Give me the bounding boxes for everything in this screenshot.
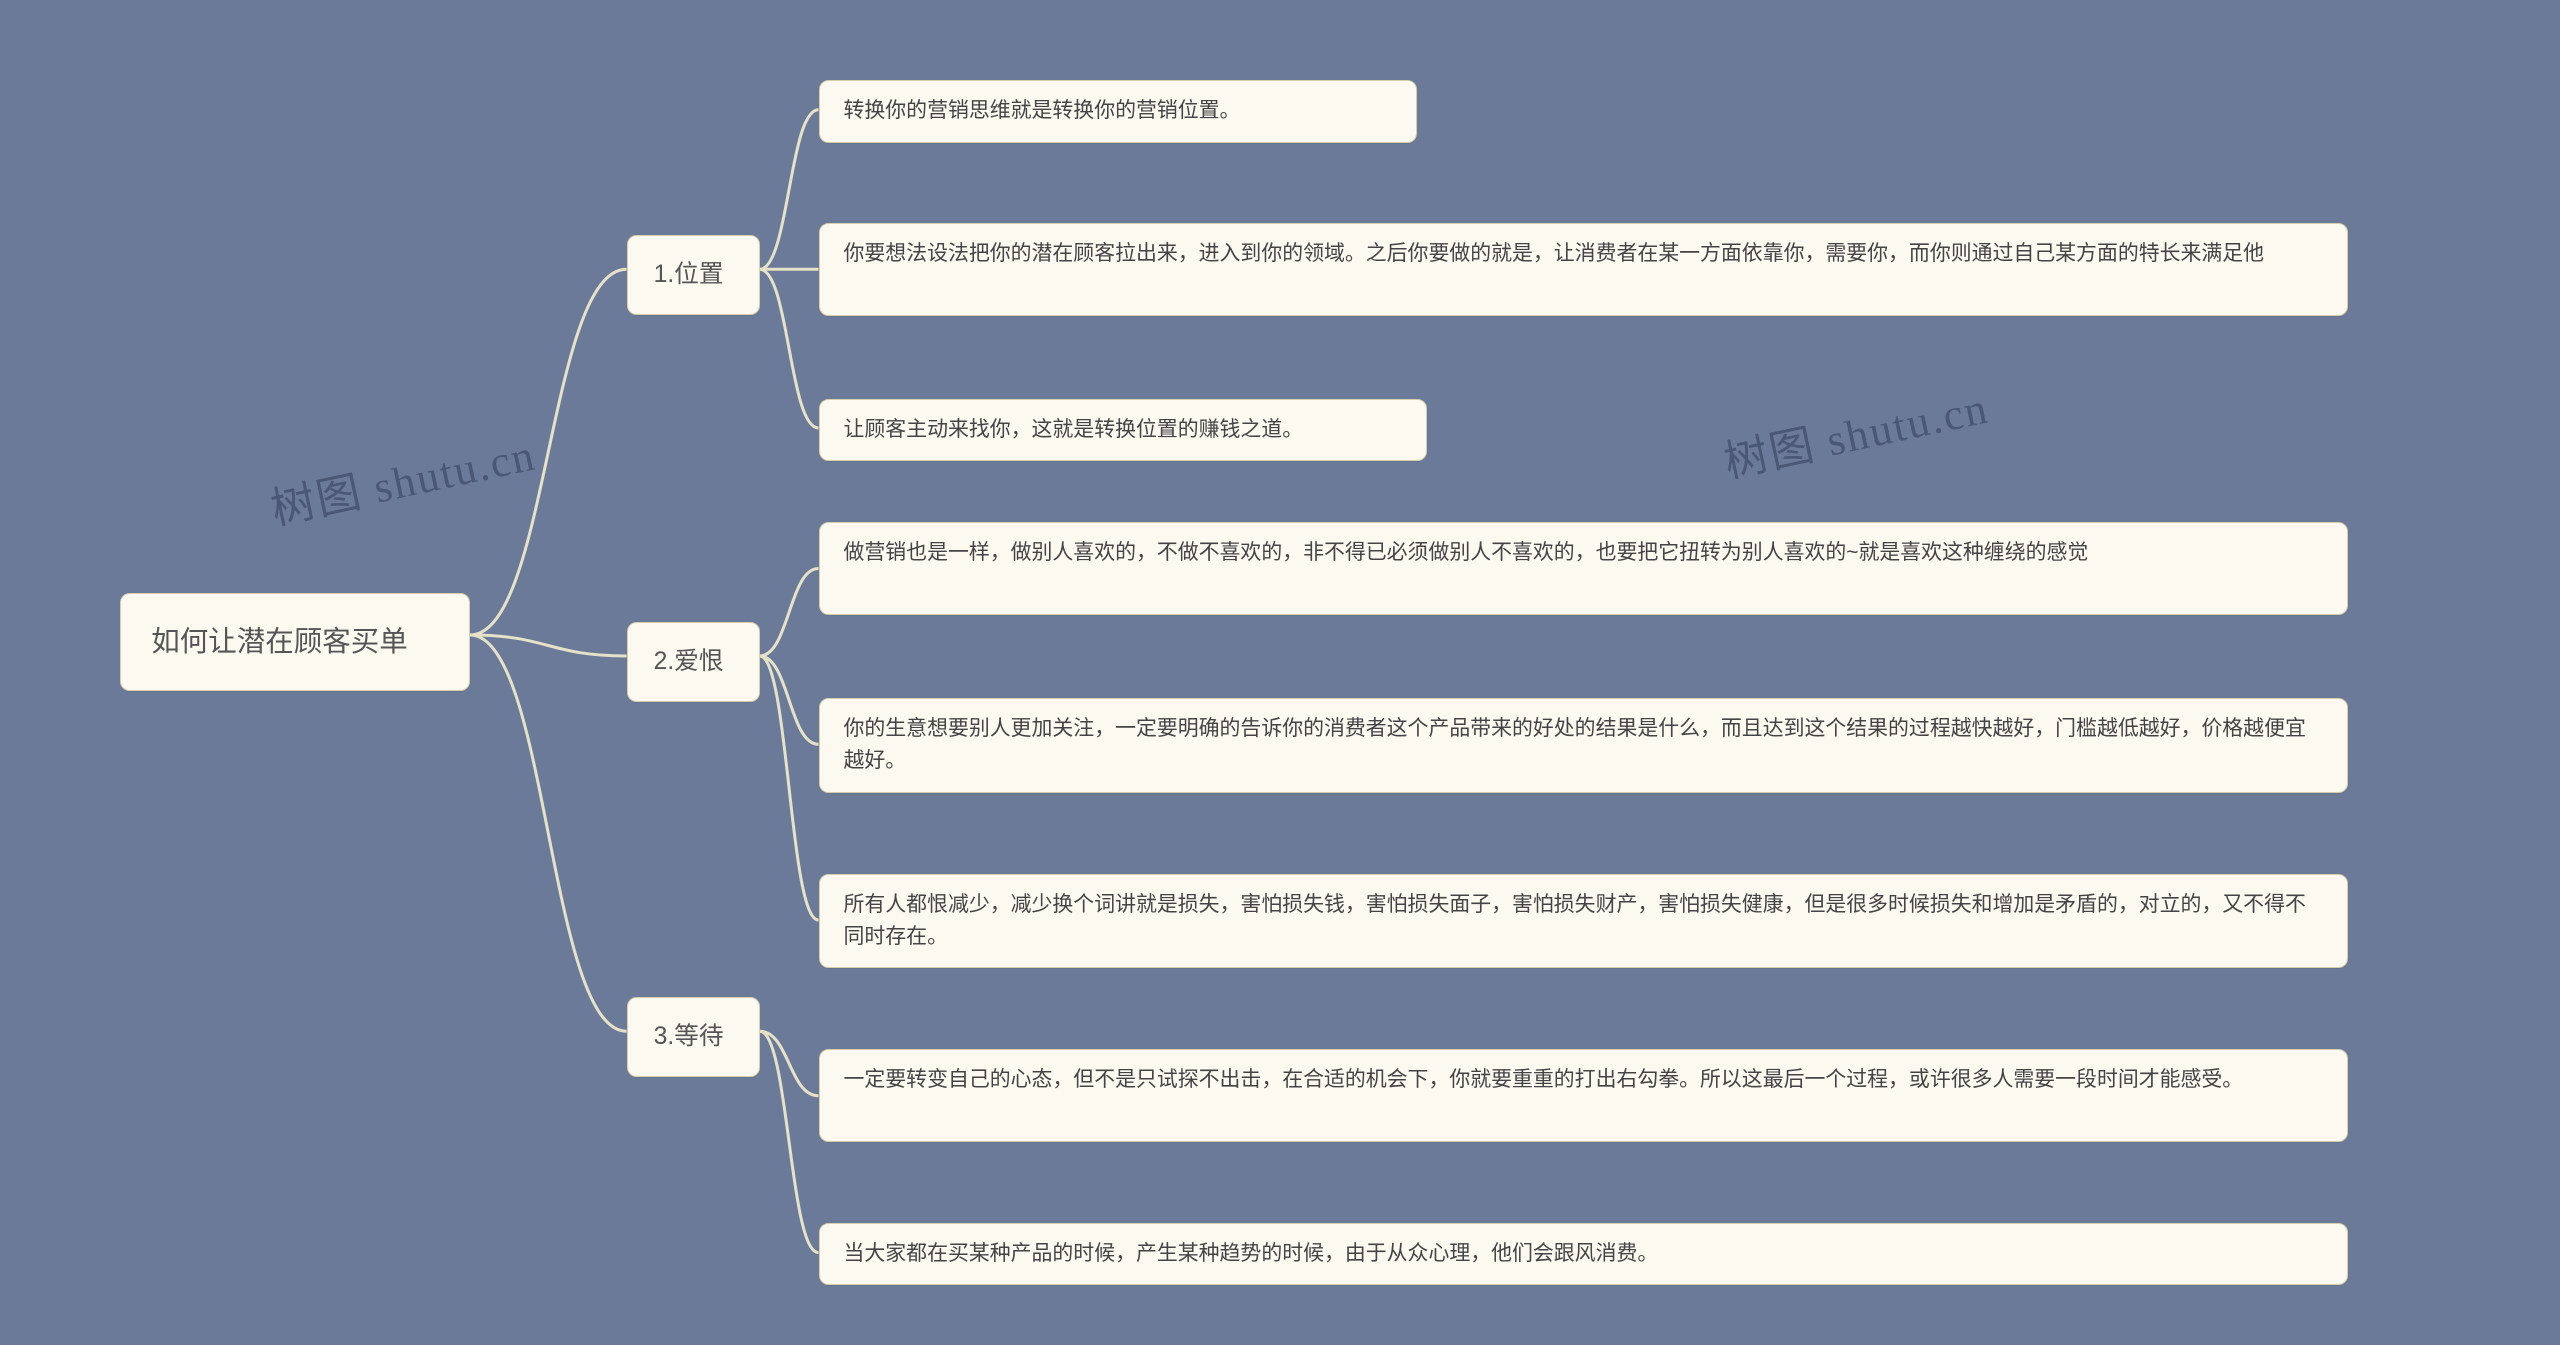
leaf-node-l_2_2: 你的生意想要别人更加关注，一定要明确的告诉你的消费者这个产品带来的好处的结果是什… [819, 698, 2349, 793]
leaf-node-l_2_3: 所有人都恨减少，减少换个词讲就是损失，害怕损失钱，害怕损失面子，害怕损失财产，害… [819, 874, 2349, 969]
leaf-node-l_1_2: 你要想法设法把你的潜在顾客拉出来，进入到你的领域。之后你要做的就是，让消费者在某… [819, 223, 2349, 316]
leaf-node-l_1_1: 转换你的营销思维就是转换你的营销位置。 [819, 80, 1418, 142]
branch-node-b2: 2.爱恨 [627, 622, 760, 702]
node-text: 转换你的营销思维就是转换你的营销位置。 [844, 99, 1241, 122]
node-text: 所有人都恨减少，减少换个词讲就是损失，害怕损失钱，害怕损失面子，害怕损失财产，害… [844, 893, 2306, 948]
node-text: 你的生意想要别人更加关注，一定要明确的告诉你的消费者这个产品带来的好处的结果是什… [844, 717, 2306, 772]
leaf-node-l_3_1: 一定要转变自己的心态，但不是只试探不出击，在合适的机会下，你就要重重的打出右勾拳… [819, 1049, 2349, 1142]
leaf-node-l_3_2: 当大家都在买某种产品的时候，产生某种趋势的时候，由于从众心理，他们会跟风消费。 [819, 1223, 2349, 1285]
root-node: 如何让潜在顾客买单 [120, 593, 470, 691]
node-text: 做营销也是一样，做别人喜欢的，不做不喜欢的，非不得已必须做别人不喜欢的，也要把它… [844, 541, 2089, 564]
node-text: 当大家都在买某种产品的时候，产生某种趋势的时候，由于从众心理，他们会跟风消费。 [844, 1242, 1659, 1265]
node-text: 如何让潜在顾客买单 [151, 626, 408, 658]
node-text: 一定要转变自己的心态，但不是只试探不出击，在合适的机会下，你就要重重的打出右勾拳… [844, 1068, 2244, 1091]
branch-node-b1: 1.位置 [627, 235, 760, 315]
mindmap-canvas: 如何让潜在顾客买单 1.位置 转换你的营销思维就是转换你的营销位置。你要想法设法把你… [0, 0, 2560, 1345]
branch-node-b3: 3.等待 [627, 997, 760, 1077]
leaf-node-l_1_3: 让顾客主动来找你，这就是转换位置的赚钱之道。 [819, 399, 1427, 461]
node-text: 你要想法设法把你的潜在顾客拉出来，进入到你的领域。之后你要做的就是，让消费者在某… [844, 242, 2265, 265]
node-text: 3.等待 [654, 1023, 724, 1050]
leaf-node-l_2_1: 做营销也是一样，做别人喜欢的，不做不喜欢的，非不得已必须做别人不喜欢的，也要把它… [819, 522, 2349, 615]
node-text: 2.爱恨 [654, 648, 724, 675]
node-text: 让顾客主动来找你，这就是转换位置的赚钱之道。 [844, 418, 1304, 441]
node-text: 1.位置 [654, 261, 724, 288]
watermark: 树图 shutu.cn [264, 419, 540, 538]
watermark: 树图 shutu.cn [1717, 371, 1993, 490]
